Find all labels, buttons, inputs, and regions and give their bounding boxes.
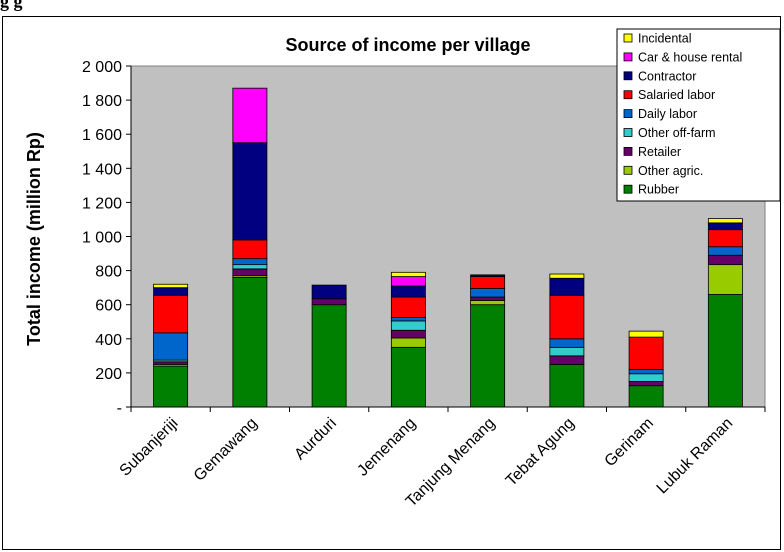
bars-layer xyxy=(153,87,743,408)
bar-segment xyxy=(470,300,506,306)
category-label: Lubuk Raman xyxy=(654,415,736,497)
bar-segment xyxy=(549,355,585,365)
legend-swatch xyxy=(623,128,633,137)
bar-segment xyxy=(232,264,268,270)
bar-segment xyxy=(470,288,506,298)
bar-segment xyxy=(470,274,506,277)
legend-label: Contractor xyxy=(638,69,696,83)
legend-label: Daily labor xyxy=(638,107,697,121)
bar-segment xyxy=(390,337,426,348)
bar-segment xyxy=(153,332,189,361)
legend-swatch xyxy=(623,109,633,118)
bar-segment xyxy=(390,346,426,408)
bar-segment xyxy=(390,317,426,322)
y-tick-label: - xyxy=(117,400,122,417)
category-label: Subanjeriji xyxy=(117,415,182,480)
bar-segment xyxy=(549,273,585,279)
category-label: Gemawang xyxy=(191,415,261,485)
legend-box xyxy=(616,28,781,202)
legend-label: Rubber xyxy=(638,183,679,197)
y-tick-label: 600 xyxy=(95,298,122,315)
bar-segment xyxy=(549,338,585,348)
bar-segment xyxy=(390,320,426,331)
bar-segment xyxy=(628,336,664,370)
bar-segment xyxy=(628,330,664,338)
bar-segment xyxy=(549,363,585,408)
bar-segment xyxy=(153,294,189,334)
bar-segment xyxy=(390,329,426,339)
bar-segment xyxy=(311,304,347,408)
legend-label: Other off-farm xyxy=(638,126,716,140)
bar-segment xyxy=(707,264,743,295)
bar-segment xyxy=(628,381,664,387)
bar-segment xyxy=(470,304,506,408)
y-tick-label: 1 800 xyxy=(82,93,122,110)
bar-segment xyxy=(232,277,268,408)
bar-segment xyxy=(470,276,506,289)
bar-segment xyxy=(549,294,585,340)
legend-swatch xyxy=(623,33,633,43)
bar-segment xyxy=(707,246,743,256)
y-tick-label: 200 xyxy=(95,366,122,383)
y-tick-label: 2 000 xyxy=(82,59,122,76)
bar-segment xyxy=(390,276,426,287)
y-tick-label: 1 400 xyxy=(82,161,122,178)
legend-swatch xyxy=(623,52,633,62)
legend-label: Other agric. xyxy=(638,164,703,178)
legend-swatch xyxy=(623,165,633,175)
bar-segment xyxy=(153,365,189,408)
bar-segment xyxy=(628,385,664,408)
legend-label: Incidental xyxy=(638,32,692,46)
legend: Incidental Car & house rental Contractor Sa… xyxy=(616,28,781,202)
y-axis-label: Total income (million Rp) xyxy=(24,132,44,346)
bar-segment xyxy=(153,287,189,296)
bar-segment xyxy=(390,296,426,318)
bar-segment xyxy=(232,142,268,241)
bar-segment xyxy=(549,277,585,296)
bar-segment xyxy=(707,218,743,224)
category-label: Tanjung Menang xyxy=(403,415,499,511)
bar-segment xyxy=(311,284,347,300)
bar-segment xyxy=(153,283,189,289)
legend-swatch xyxy=(623,90,633,100)
y-tick-label: 1 000 xyxy=(82,230,122,247)
chart-title: Source of income per village xyxy=(285,35,530,55)
bar-segment xyxy=(707,294,743,408)
legend-label: Retailer xyxy=(638,145,681,159)
category-label: Aurduri xyxy=(291,415,339,463)
bar-segment xyxy=(232,239,268,260)
legend-label: Salaried labor xyxy=(638,88,715,102)
bar-segment xyxy=(390,285,426,298)
y-tick-label: 400 xyxy=(95,332,122,349)
category-label: Gerinam xyxy=(602,415,657,470)
legend-swatch xyxy=(623,184,633,194)
bar-segment xyxy=(707,229,743,248)
legend-swatch xyxy=(623,146,633,156)
y-tick-label: 800 xyxy=(95,264,122,281)
y-tick-label: 1 600 xyxy=(82,127,122,144)
legend-swatch xyxy=(623,71,633,81)
category-label: Jemenang xyxy=(354,415,419,480)
bar-segment xyxy=(232,87,268,144)
bar-segment xyxy=(628,373,664,382)
y-tick-label: 1 200 xyxy=(82,195,122,212)
category-label: Tebat Agung xyxy=(503,415,578,490)
bar-segment xyxy=(311,298,347,306)
legend-label: Car & house rental xyxy=(638,50,742,64)
bar-segment xyxy=(232,268,268,277)
bar-segment xyxy=(390,271,426,277)
bar-segment xyxy=(707,254,743,266)
caption-fragment: g g xyxy=(0,0,23,11)
bar-segment xyxy=(232,258,268,266)
bar-segment xyxy=(470,296,506,301)
bar-segment xyxy=(707,222,743,231)
bar-segment xyxy=(549,346,585,357)
bar-segment xyxy=(628,369,664,375)
